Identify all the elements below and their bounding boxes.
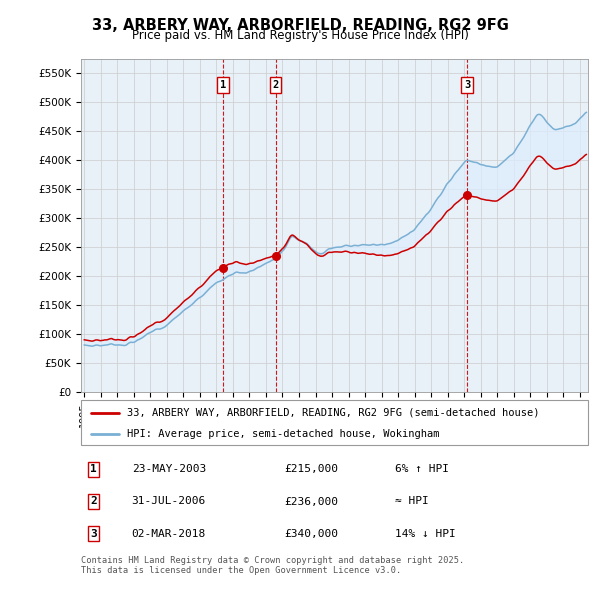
Text: Price paid vs. HM Land Registry's House Price Index (HPI): Price paid vs. HM Land Registry's House … — [131, 30, 469, 42]
FancyBboxPatch shape — [81, 400, 588, 445]
Text: 31-JUL-2006: 31-JUL-2006 — [132, 497, 206, 506]
Text: £236,000: £236,000 — [284, 497, 338, 506]
Text: 1: 1 — [90, 464, 97, 474]
Text: 33, ARBERY WAY, ARBORFIELD, READING, RG2 9FG (semi-detached house): 33, ARBERY WAY, ARBORFIELD, READING, RG2… — [127, 408, 539, 418]
Text: Contains HM Land Registry data © Crown copyright and database right 2025.
This d: Contains HM Land Registry data © Crown c… — [81, 556, 464, 575]
Text: 3: 3 — [464, 80, 470, 90]
Text: 02-MAR-2018: 02-MAR-2018 — [132, 529, 206, 539]
Text: 23-MAY-2003: 23-MAY-2003 — [132, 464, 206, 474]
Text: £215,000: £215,000 — [284, 464, 338, 474]
Text: ≈ HPI: ≈ HPI — [395, 497, 429, 506]
Text: 6% ↑ HPI: 6% ↑ HPI — [395, 464, 449, 474]
Text: 14% ↓ HPI: 14% ↓ HPI — [395, 529, 456, 539]
Text: 33, ARBERY WAY, ARBORFIELD, READING, RG2 9FG: 33, ARBERY WAY, ARBORFIELD, READING, RG2… — [92, 18, 508, 32]
Text: 3: 3 — [90, 529, 97, 539]
Text: £340,000: £340,000 — [284, 529, 338, 539]
Text: 2: 2 — [272, 80, 278, 90]
Text: HPI: Average price, semi-detached house, Wokingham: HPI: Average price, semi-detached house,… — [127, 429, 439, 439]
Text: 1: 1 — [220, 80, 226, 90]
Text: 2: 2 — [90, 497, 97, 506]
